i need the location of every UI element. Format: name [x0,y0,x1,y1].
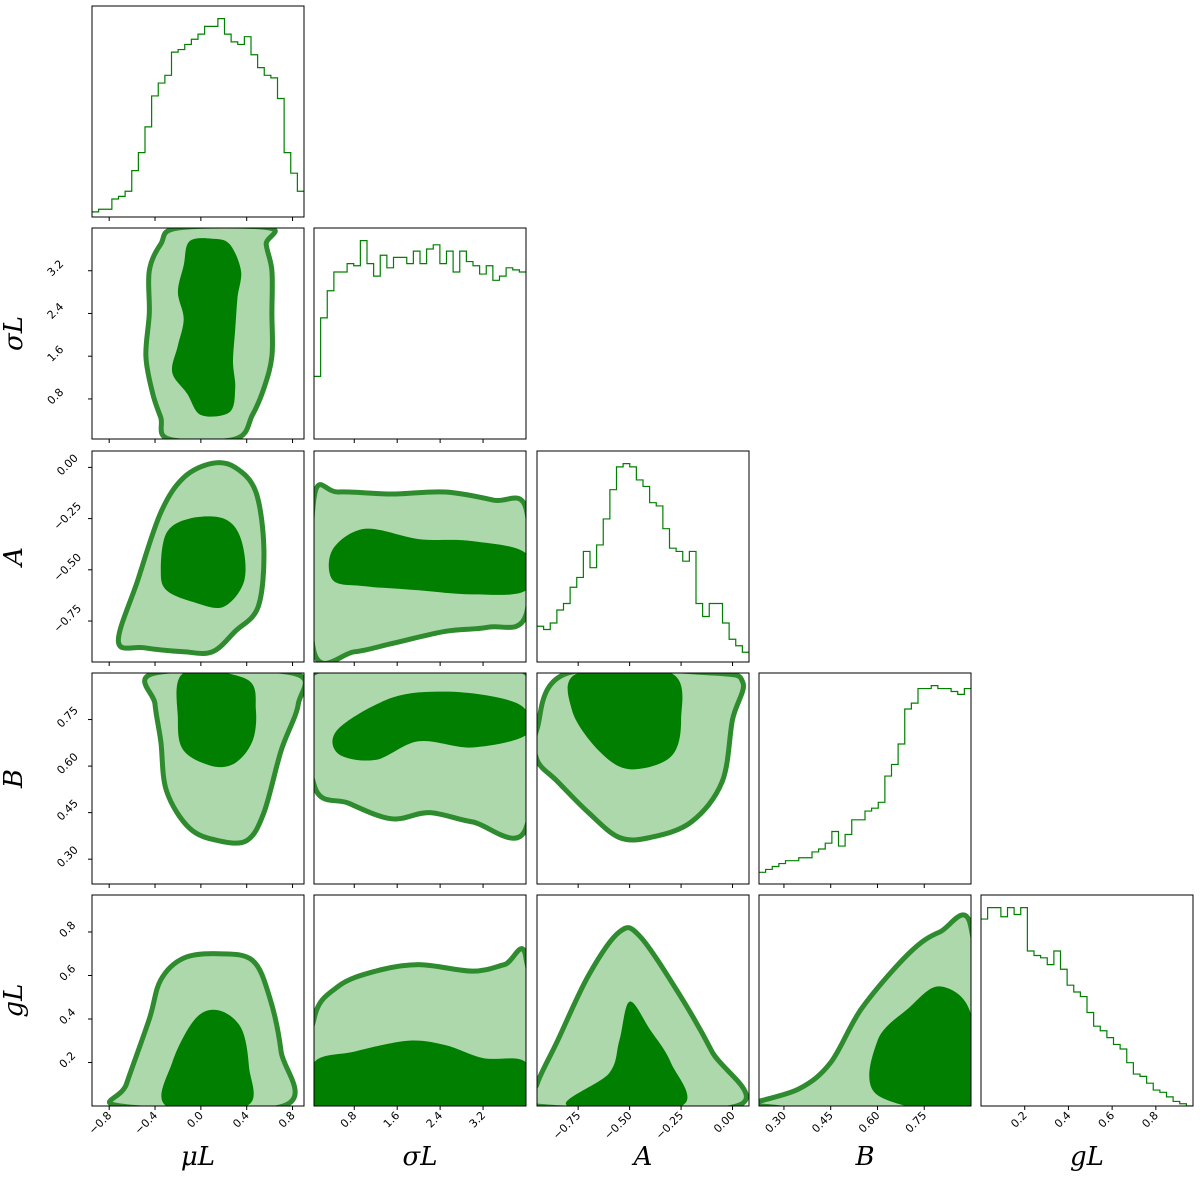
panel-frame [758,672,972,885]
panel-frame [91,894,305,1107]
panel-frame [313,227,527,440]
y-axis-label-sigmaL: σL [0,316,29,351]
y-axis-label-gL: gL [0,984,29,1018]
panel-gL-B [758,894,972,1110]
panel-B-muL [88,672,305,888]
y-tick-label: 0.6 [57,962,79,984]
y-tick-label: −0.75 [51,602,84,635]
panel-frame [313,450,527,663]
x-tick-label: 0.45 [809,1109,836,1136]
panel-A-muL [88,450,305,666]
panel-sigmaL-muL [88,227,305,443]
y-tick-label: −0.25 [51,500,84,533]
x-tick-label: 3.2 [467,1109,489,1131]
panel-A-sigmaL [313,450,527,666]
x-tick-label: 0.4 [1052,1109,1074,1131]
x-tick-label: 0.8 [1139,1109,1161,1131]
contour-inner-sigmaL-B [332,691,526,761]
contour-inner-muL-gL [161,1009,254,1106]
y-tick-label: 0.45 [54,797,81,824]
panel-muL-muL [91,5,305,221]
contour-inner-muL-sigmaL [171,238,242,417]
contour-inner-sigmaL-A [328,528,526,595]
y-tick-label: 3.2 [45,257,67,279]
x-tick-label: 0.00 [711,1109,738,1136]
panel-gL-gL [980,894,1194,1110]
x-tick-label: −0.50 [602,1109,635,1142]
x-tick-label: 0.30 [763,1109,790,1136]
x-tick-label: 2.4 [424,1109,446,1131]
histogram-A [537,463,749,653]
x-tick-label: 0.2 [1008,1109,1030,1131]
panel-B-A [536,672,750,888]
histogram-sigmaL [314,240,526,377]
panel-frame [313,894,527,1107]
x-axis-label-gL: gL [1070,1142,1104,1172]
x-tick-label: 0.0 [184,1109,206,1131]
y-tick-label: 1.6 [45,343,67,365]
y-tick-label: −0.50 [51,551,84,584]
x-tick-label: −0.75 [550,1109,583,1142]
panel-frame [313,672,527,885]
x-tick-label: 0.8 [338,1109,360,1131]
contour-inner-sigmaL-gL [314,1040,526,1106]
panel-B-B [758,672,972,888]
x-tick-label: 0.60 [856,1109,883,1136]
x-tick-label: 0.8 [276,1109,298,1131]
panel-frame [91,450,305,663]
y-tick-label: 0.8 [57,919,79,941]
x-axis-label-sigmaL: σL [402,1142,437,1172]
x-tick-label: 1.6 [381,1109,403,1131]
y-axis-label-A: A [0,547,29,568]
x-tick-label: 0.4 [230,1109,252,1131]
x-axis-label-muL: μL [181,1142,215,1172]
panel-frame [536,450,750,663]
y-tick-label: 0.30 [54,843,81,870]
y-tick-label: 0.4 [57,1006,79,1028]
y-tick-label: 0.60 [54,750,81,777]
x-tick-label: 0.6 [1096,1109,1118,1131]
histogram-gL [981,907,1193,1106]
x-tick-label: −0.4 [132,1109,160,1137]
panel-frame [91,227,305,440]
panel-frame [91,5,305,218]
x-axis-label-A: A [632,1142,653,1172]
y-tick-label: 0.00 [54,452,81,479]
x-axis-label-B: B [854,1142,874,1172]
y-tick-label: 0.75 [54,704,81,731]
contour-inner-muL-A [160,516,246,608]
y-tick-label: 0.8 [45,386,67,408]
contour-inner-B-gL [869,986,971,1106]
panel-frame [536,894,750,1107]
contour-inner-muL-B [176,673,257,768]
histogram-B [759,685,971,873]
y-axis-label-B: B [0,769,29,789]
x-tick-label: −0.8 [86,1109,114,1137]
panel-A-A [536,450,750,666]
panel-sigmaL-sigmaL [313,227,527,443]
panel-gL-sigmaL [313,894,527,1110]
panel-gL-muL [88,894,305,1110]
x-tick-label: −0.25 [653,1109,686,1142]
panel-gL-A [536,894,750,1110]
x-tick-label: 0.75 [903,1109,930,1136]
panel-frame [91,672,305,885]
panel-frame [980,894,1194,1107]
panel-B-sigmaL [313,672,527,888]
contour-inner-A-B [567,673,683,770]
contour-inner-A-gL [565,1001,688,1106]
y-tick-label: 2.4 [45,300,67,322]
histogram-muL [92,18,304,213]
y-tick-label: 0.2 [57,1049,79,1071]
panel-frame [758,894,972,1107]
panel-frame [536,672,750,885]
